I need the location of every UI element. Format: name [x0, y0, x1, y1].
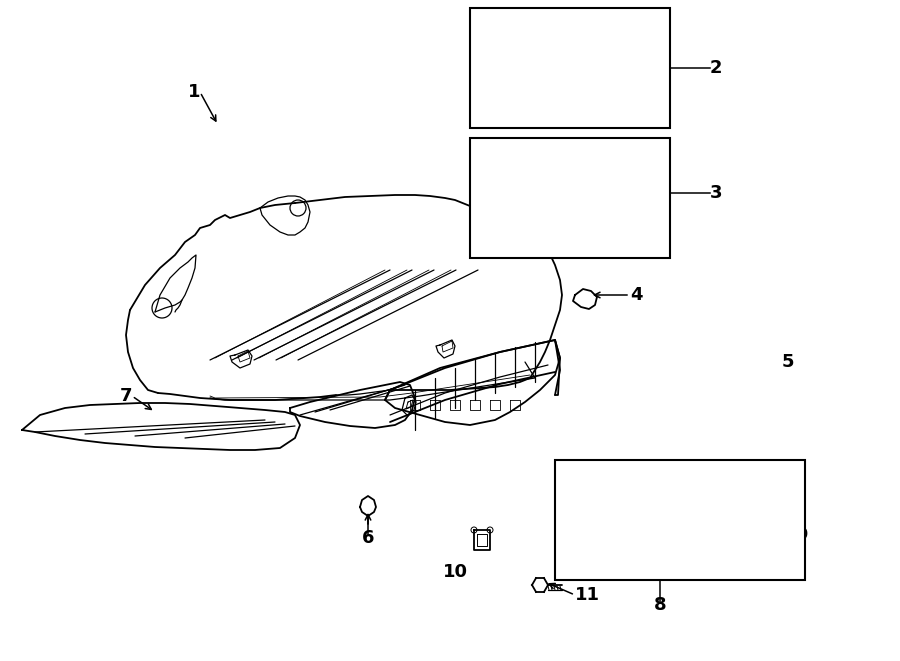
- Text: 4: 4: [630, 286, 643, 304]
- Text: 3: 3: [710, 184, 723, 202]
- Text: 1: 1: [187, 83, 200, 101]
- Text: 8: 8: [653, 596, 666, 614]
- Text: 10: 10: [443, 563, 468, 581]
- Bar: [555, 460, 805, 580]
- Text: 6: 6: [362, 529, 374, 547]
- Text: 9: 9: [795, 526, 807, 544]
- Text: 2: 2: [710, 59, 723, 77]
- Bar: [470, 8, 670, 128]
- Bar: [470, 138, 670, 258]
- Text: 7: 7: [120, 387, 132, 405]
- Text: 11: 11: [575, 586, 600, 604]
- Text: 5: 5: [782, 353, 795, 371]
